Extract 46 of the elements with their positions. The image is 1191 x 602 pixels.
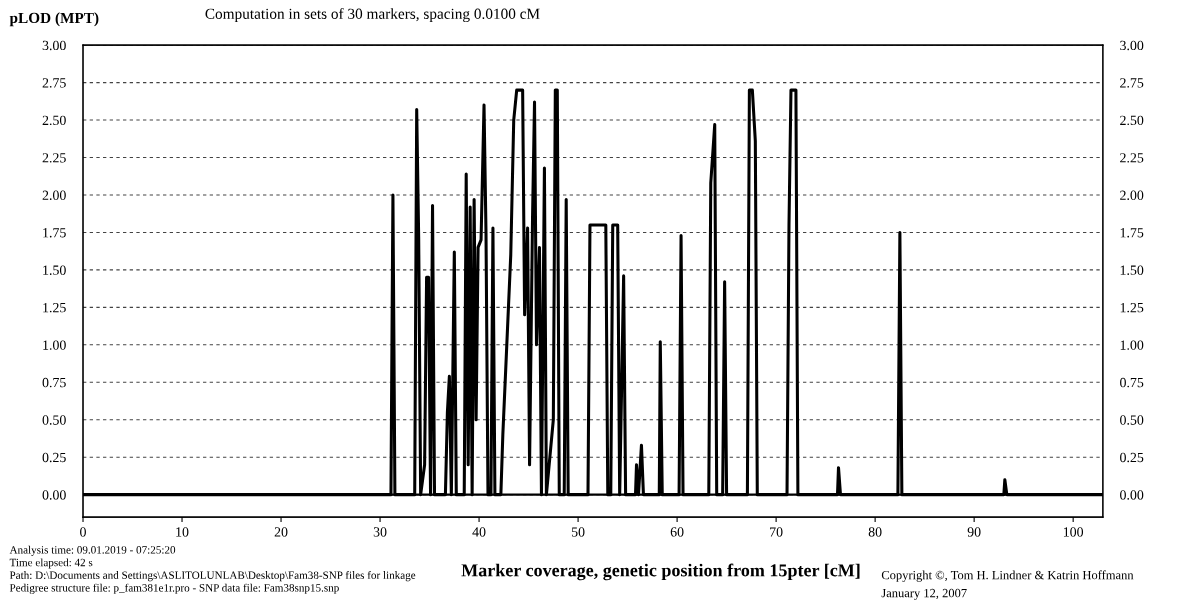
y2-tick-label: 2.00 xyxy=(1120,190,1144,200)
x-tick-label: 80 xyxy=(868,527,882,537)
y-axis-title: pLOD (MPT) xyxy=(9,12,99,27)
y-tick-label: 1.25 xyxy=(43,302,66,313)
y-tick-label: 0.00 xyxy=(42,490,66,500)
y2-tick-label: 2.75 xyxy=(1120,78,1144,88)
y-tick-label: 2.25 xyxy=(42,153,66,163)
y-tick-label: 2.00 xyxy=(42,190,66,200)
x-tick-label: 0 xyxy=(80,527,86,537)
y-tick-label: 2.50 xyxy=(42,115,66,126)
x-tick-label: 40 xyxy=(472,527,486,537)
y2-tick-label: 1.50 xyxy=(1120,265,1144,275)
text: Time elapsed: 42 s xyxy=(9,558,93,569)
y-tick-label: 0.25 xyxy=(42,452,66,463)
x-tick-label: 10 xyxy=(176,527,189,537)
x-tick-label: 100 xyxy=(1063,527,1084,537)
y-tick-label: 1.75 xyxy=(43,228,66,238)
text: Pedigree structure file: p_fam381e1r.pro - SNP data file: Fam38snp15.snp xyxy=(9,583,339,594)
y-tick-label: 0.75 xyxy=(42,377,66,388)
chart-title: Computation in sets of 30 markers, spacing 0.0100 cM xyxy=(205,8,540,23)
y2-tick-label: 2.50 xyxy=(1120,115,1144,126)
text: Path: D:\Documents and Settings\ASLITOLUNLAB\Desktop\Fam38-SNP files for linkage xyxy=(9,571,416,582)
x-tick-label: 50 xyxy=(571,527,585,537)
y2-tick-label: 0.50 xyxy=(1120,415,1144,425)
x-tick-label: 30 xyxy=(373,527,387,537)
x-tick-label: 20 xyxy=(274,527,288,537)
y2-tick-label: 0.25 xyxy=(1120,452,1144,463)
text: Analysis time: 09.01.2019 - 07:25:20 xyxy=(9,545,176,556)
y2-tick-label: 0.75 xyxy=(1120,377,1144,388)
x-tick-label: 60 xyxy=(670,527,684,537)
y2-tick-label: 1.25 xyxy=(1120,302,1144,313)
y-tick-label: 0.50 xyxy=(42,415,66,425)
y2-tick-label: 1.00 xyxy=(1120,340,1144,350)
y-tick-label: 1.50 xyxy=(43,265,66,275)
y2-tick-label: 3.00 xyxy=(1120,40,1144,51)
y2-tick-label: 0.00 xyxy=(1120,490,1144,500)
y-tick-label: 2.75 xyxy=(42,78,66,88)
x-tick-label: 90 xyxy=(967,527,981,537)
text: January 12, 2007 xyxy=(881,588,967,600)
text: Copyright ©, Tom H. Lindner & Katrin Hoffmann xyxy=(881,570,1134,582)
y2-tick-label: 2.25 xyxy=(1120,153,1144,163)
x-tick-label: 70 xyxy=(770,527,783,537)
y-tick-label: 3.00 xyxy=(42,40,66,51)
x-axis-title: Marker coverage, genetic position from 15pter [cM] xyxy=(461,563,860,581)
y-tick-label: 1.00 xyxy=(43,340,66,350)
y2-tick-label: 1.75 xyxy=(1120,228,1144,238)
